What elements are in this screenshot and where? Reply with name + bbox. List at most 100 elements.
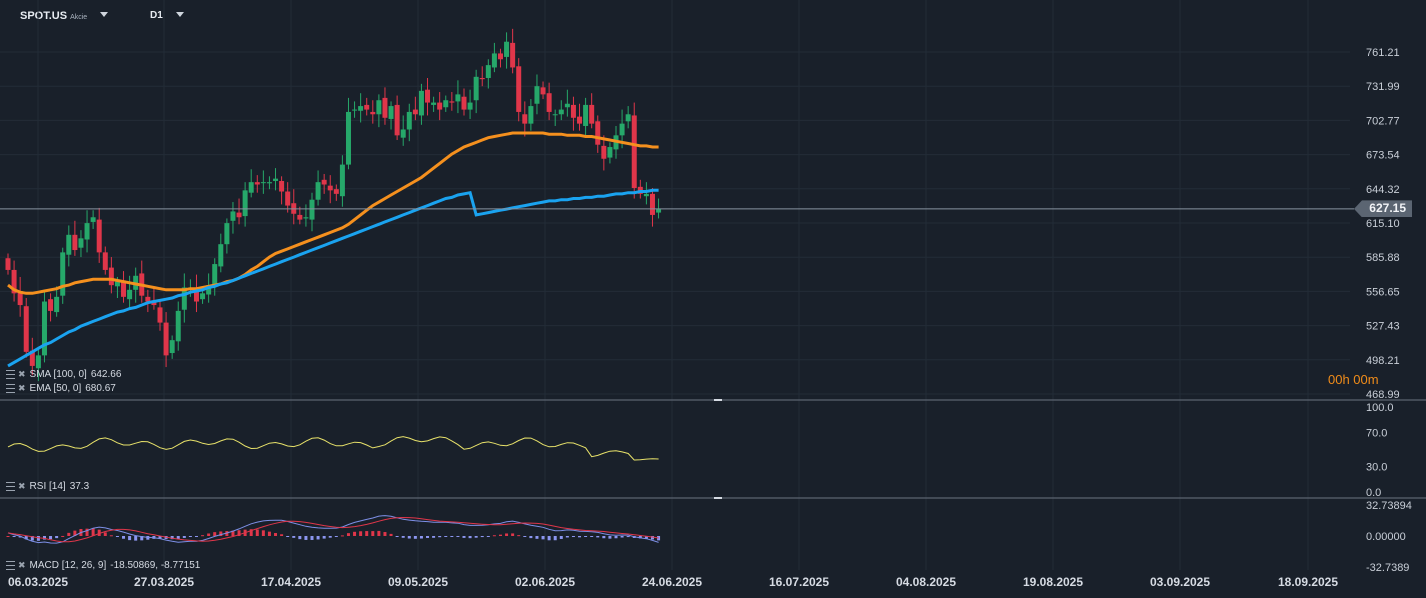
candle-body: [48, 299, 54, 311]
candle-body: [114, 281, 120, 287]
date-tick-label: 18.09.2025: [1278, 575, 1338, 589]
close-icon[interactable]: ✖: [18, 369, 26, 379]
macd-hist-bar: [517, 535, 521, 537]
candle-body: [285, 191, 291, 206]
macd-value: -18.50869, -8.77151: [110, 560, 201, 571]
macd-hist-bar: [462, 536, 466, 538]
candle-body: [181, 287, 187, 310]
candle-body: [607, 147, 613, 158]
close-icon[interactable]: ✖: [18, 383, 26, 393]
symbol-selector[interactable]: SPOT.US Akcie: [20, 10, 87, 22]
menu-icon[interactable]: [6, 370, 15, 379]
candle-body: [96, 219, 102, 253]
macd-hist-bar: [219, 531, 223, 536]
macd-legend[interactable]: ✖ MACD [12, 26, 9] -18.50869, -8.77151: [6, 560, 200, 571]
close-icon[interactable]: ✖: [18, 560, 26, 570]
macd-hist-bar: [590, 536, 594, 537]
candlesticks: [5, 28, 662, 382]
macd-hist-bar: [371, 531, 375, 536]
candle-body: [175, 310, 181, 342]
price-tick-label: 556.65: [1366, 286, 1400, 298]
macd-hist-bar: [122, 536, 126, 539]
menu-icon[interactable]: [6, 561, 15, 570]
menu-icon[interactable]: [6, 482, 15, 491]
macd-line: [7, 515, 659, 544]
macd-hist-bar: [401, 536, 405, 538]
macd-hist-bar: [535, 536, 539, 539]
candle-body: [528, 106, 534, 124]
candle-body: [163, 322, 169, 356]
macd-hist-bar: [103, 532, 107, 536]
candle-body: [370, 111, 376, 115]
candle-body: [41, 301, 47, 356]
candle-body: [297, 214, 303, 220]
candle-body: [394, 104, 400, 136]
candle-body: [467, 102, 473, 110]
macd-hist-bar: [389, 533, 393, 536]
candle-body: [522, 114, 528, 124]
macd-hist-bar: [140, 536, 144, 541]
macd-signal-line: [7, 516, 659, 543]
macd-hist-bar: [614, 536, 618, 539]
macd-hist-bar: [474, 536, 478, 538]
candle-body: [339, 164, 345, 197]
candle-body: [643, 193, 649, 197]
macd-label: MACD [12, 26, 9]: [29, 560, 107, 571]
sma-legend[interactable]: ✖ SMA [100, 0] 642.66: [6, 369, 121, 380]
macd-hist-bar: [346, 533, 350, 536]
macd-hist-bar: [596, 536, 600, 538]
candle-body: [230, 211, 236, 221]
date-tick-label: 06.03.2025: [8, 575, 68, 589]
candle-body: [23, 306, 29, 352]
macd-hist-bar: [529, 536, 533, 539]
price-axis: 761.21 731.99 702.77 673.54 644.32 615.10 585.…: [1366, 47, 1400, 401]
candle-body: [595, 121, 601, 145]
macd-hist-bar: [6, 536, 10, 537]
candle-body: [273, 178, 279, 181]
candle-body: [431, 102, 437, 105]
symbol-name: SPOT.US: [20, 10, 68, 22]
candle-body: [157, 307, 163, 323]
candle-body: [625, 114, 631, 122]
macd-hist-bar: [176, 536, 180, 540]
close-icon[interactable]: ✖: [18, 481, 26, 491]
macd-hist-bar: [134, 536, 138, 541]
candle-body: [504, 41, 510, 57]
rsi-legend[interactable]: ✖ RSI [14] 37.3: [6, 481, 89, 492]
macd-hist-bar: [571, 536, 575, 538]
macd-hist-bar: [18, 536, 22, 538]
price-tick-label: 498.21: [1366, 355, 1400, 367]
macd-hist-bar: [322, 536, 326, 539]
macd-hist-bar: [438, 536, 442, 538]
pane-resize-handle[interactable]: [714, 497, 722, 499]
rsi-tick-label: 30.0: [1366, 462, 1387, 474]
price-tick-label: 761.21: [1366, 47, 1400, 59]
pane-separators[interactable]: [0, 399, 1426, 499]
macd-hist-bar: [395, 536, 399, 537]
symbol-dropdown-icon[interactable]: [100, 12, 108, 17]
macd-hist-bar: [444, 536, 448, 537]
candle-body: [200, 293, 206, 300]
candle-body: [145, 296, 151, 302]
timeframe-selector[interactable]: D1: [150, 10, 163, 21]
ema-legend[interactable]: ✖ EMA [50, 0] 680.67: [6, 383, 116, 394]
candle-body: [212, 264, 218, 284]
candle-body: [534, 86, 540, 104]
macd-hist-bar: [286, 536, 290, 537]
macd-hist-bar: [456, 536, 460, 537]
candle-body: [491, 53, 497, 68]
macd-hist-bar: [292, 536, 296, 538]
macd-hist-bar: [608, 536, 612, 539]
pane-resize-handle[interactable]: [714, 399, 722, 401]
candle-body: [108, 267, 114, 286]
timeframe-dropdown-icon[interactable]: [176, 12, 184, 17]
macd-hist-bar: [30, 536, 34, 541]
menu-icon[interactable]: [6, 384, 15, 393]
price-tick-label: 468.99: [1366, 389, 1400, 401]
date-tick-label: 16.07.2025: [769, 575, 829, 589]
candle-body: [327, 185, 333, 191]
rsi-axis: 100.0 70.0 30.0 0.0: [1366, 402, 1394, 499]
macd-axis: 32.73894 0.00000 -32.7389: [1366, 500, 1412, 574]
candle-body: [333, 189, 339, 194]
